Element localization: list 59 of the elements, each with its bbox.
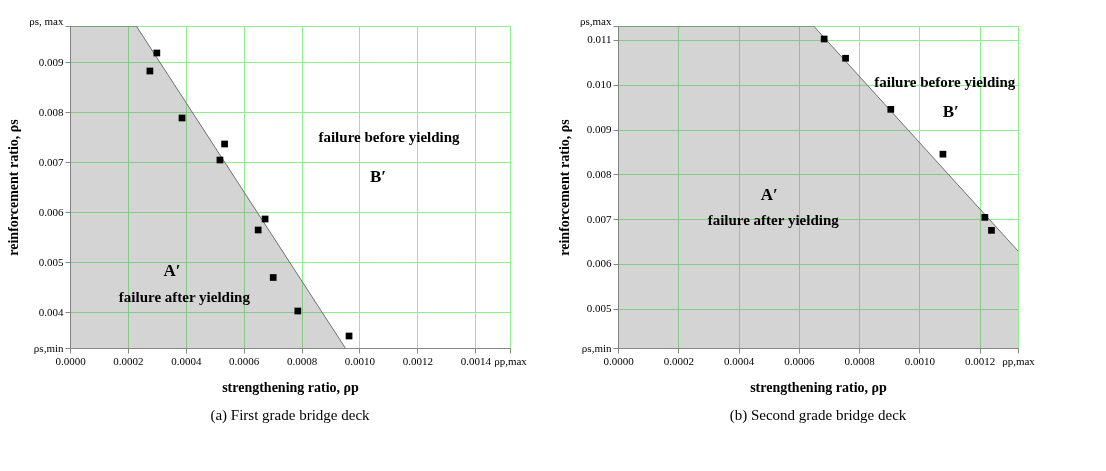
x-tick-label: 0.0012 (402, 354, 433, 367)
y-tick-label: 0.009 (586, 123, 612, 136)
x-tick-label: 0.0006 (229, 354, 260, 367)
annotation: B′ (942, 101, 959, 121)
y-axis-title: reinforcement ratio, ρs (6, 118, 22, 256)
y-tick-label: 0.005 (38, 255, 64, 268)
x-tick-label: 0.0010 (344, 354, 376, 367)
point (981, 214, 989, 221)
annotation: A′ (760, 185, 778, 205)
point (269, 274, 277, 281)
point (294, 307, 302, 315)
point (153, 49, 161, 57)
x-tick-label: 0.0008 (844, 354, 876, 367)
y-tick-label: 0.007 (38, 155, 64, 168)
y-axis-title: reinforcement ratio, ρs (557, 118, 573, 256)
x-tick-label: 0.0000 (603, 354, 635, 367)
x-tick-label: 0.0002 (113, 354, 144, 367)
y-tick-label: 0.006 (38, 205, 64, 218)
y-tick-label: 0.007 (586, 212, 612, 225)
x-tick-label: 0.0000 (55, 354, 87, 367)
x-tick-label: 0.0010 (904, 354, 936, 367)
annotation: failure before yielding (318, 128, 461, 145)
annotation: failure before yielding (874, 74, 1016, 91)
point (988, 227, 995, 234)
y-tick-label: 0.008 (586, 167, 612, 180)
x-tick-label: 0.0004 (171, 354, 202, 367)
point (221, 140, 228, 148)
x-axis-title: strengthening ratio, ρp (750, 379, 888, 395)
annotation: failure after yielding (118, 289, 251, 306)
x-axis-title: strengthening ratio, ρp (222, 379, 360, 395)
y-tick-label: ρs,max (580, 14, 612, 27)
x-tick-label: 0.0014 (460, 354, 492, 367)
y-tick-label: 0.008 (38, 105, 64, 118)
text: (a) First grade bridge deck (210, 407, 371, 424)
point (254, 226, 262, 234)
y-tick-label: 0.010 (586, 78, 612, 91)
y-tick-label: ρs,min (33, 341, 64, 354)
x-tick-label: 0.0012 (965, 354, 996, 367)
y-tick-label: 0.006 (586, 257, 612, 270)
x-tick-label: 0.0002 (663, 354, 694, 367)
y-tick-label: ρs,min (581, 341, 612, 354)
annotation: failure after yielding (707, 212, 840, 229)
y-tick-label: 0.011 (587, 33, 612, 46)
y-tick-label: 0.009 (38, 55, 64, 68)
annotation: B′ (369, 166, 387, 186)
y-tick-label: 0.005 (586, 302, 612, 315)
x-tick-label: ρp,max (494, 354, 528, 367)
annotation: A′ (163, 260, 181, 280)
point (887, 106, 895, 113)
x-tick-label: 0.0008 (286, 354, 318, 367)
point (939, 150, 947, 158)
x-tick-label: 0.0006 (784, 354, 815, 367)
x-tick-label: 0.0004 (723, 354, 755, 367)
x-tick-label: ρp,max (1002, 354, 1036, 367)
text: (b) Second grade bridge deck (729, 407, 907, 424)
y-tick-label: ρs, max (29, 14, 64, 27)
point (842, 54, 849, 62)
point (820, 35, 828, 43)
y-tick-label: 0.004 (38, 305, 64, 318)
